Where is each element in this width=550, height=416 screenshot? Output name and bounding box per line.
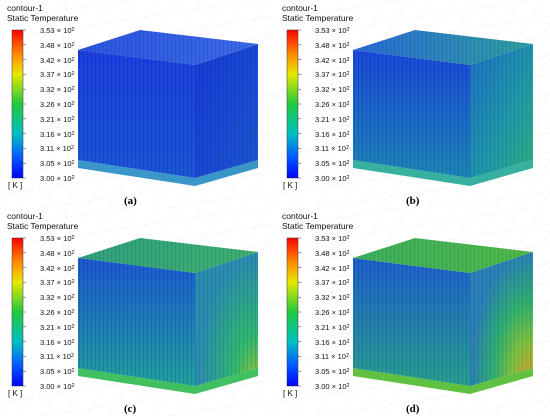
tick-label: 3.42 × 102 xyxy=(315,263,350,273)
tick-label: 3.21 × 102 xyxy=(40,114,75,124)
legend-title: contour-1 Static Temperature xyxy=(7,3,78,23)
tick-label: 3.00 × 102 xyxy=(315,174,350,183)
colorbar xyxy=(11,237,24,387)
unit-label: [ K ] xyxy=(283,389,298,398)
legend-title: contour-1 Static Temperature xyxy=(282,211,353,231)
tick-label: 3.26 × 102 xyxy=(40,100,75,109)
unit-label: [ K ] xyxy=(8,181,23,190)
tick-label: 3.16 × 102 xyxy=(40,337,75,347)
colorbar-ticks xyxy=(298,29,301,179)
tick-label: 3.16 × 102 xyxy=(315,337,350,347)
colorbar xyxy=(286,29,299,179)
tick-labels: 3.53 × 102 3.48 × 102 3.42 × 102 3.37 × 102… xyxy=(315,234,375,391)
heatsink-base xyxy=(353,160,533,186)
tick-label: 3.53 × 102 xyxy=(40,234,75,243)
tick-labels: 3.53 × 102 3.48 × 102 3.42 × 102 3.37 × 102… xyxy=(315,26,375,183)
tick-label: 3.05 × 102 xyxy=(40,159,75,169)
tick-label: 3.42 × 102 xyxy=(40,263,75,273)
panel-b: contour-1 Static Temperature 3.53 × 102 3… xyxy=(275,0,550,208)
colorbar xyxy=(11,29,24,179)
tick-label: 3.53 × 102 xyxy=(315,234,350,243)
tick-label: 3.11 × 102 xyxy=(315,144,349,154)
legend-title-line1: contour-1 xyxy=(7,3,43,13)
tick-label: 3.11 × 102 xyxy=(315,352,349,362)
tick-label: 3.42 × 102 xyxy=(315,55,350,65)
legend-title: contour-1 Static Temperature xyxy=(7,211,78,231)
heatsink-base xyxy=(78,368,258,394)
unit-label: [ K ] xyxy=(8,389,23,398)
tick-label: 3.42 × 102 xyxy=(40,55,75,65)
tick-label: 3.53 × 102 xyxy=(40,26,75,35)
legend-title: contour-1 Static Temperature xyxy=(282,3,353,23)
legend-title-line1: contour-1 xyxy=(282,211,318,221)
tick-label: 3.11 × 102 xyxy=(40,352,74,362)
legend-title-line2: Static Temperature xyxy=(282,13,354,23)
contour-plot xyxy=(0,0,275,208)
tick-label: 3.37 × 102 xyxy=(315,278,350,288)
tick-label: 3.48 × 102 xyxy=(315,248,350,258)
tick-label: 3.32 × 102 xyxy=(40,85,75,95)
panel-caption: (a) xyxy=(124,195,137,207)
tick-label: 3.26 × 102 xyxy=(315,100,350,109)
colorbar-ticks xyxy=(298,237,301,387)
tick-label: 3.37 × 102 xyxy=(40,70,75,80)
contour-plot xyxy=(275,0,550,208)
panel-a: contour-1 Static Temperature 3.53 × 102 3… xyxy=(0,0,275,208)
tick-labels: 3.53 × 102 3.48 × 102 3.42 × 102 3.37 × 102… xyxy=(40,26,100,183)
legend-title-line1: contour-1 xyxy=(282,3,318,13)
contour-plot xyxy=(275,208,550,416)
tick-label: 3.37 × 102 xyxy=(315,70,350,80)
colorbar-ticks xyxy=(23,29,26,179)
tick-label: 3.48 × 102 xyxy=(40,40,75,50)
tick-label: 3.05 × 102 xyxy=(315,367,350,377)
heatsink-model xyxy=(78,30,258,186)
tick-labels: 3.53 × 102 3.48 × 102 3.42 × 102 3.37 × 102… xyxy=(40,234,100,391)
tick-label: 3.00 × 102 xyxy=(40,382,75,391)
tick-label: 3.21 × 102 xyxy=(40,322,75,332)
heatsink-base xyxy=(353,368,533,394)
tick-label: 3.48 × 102 xyxy=(40,248,75,258)
tick-label: 3.53 × 102 xyxy=(315,26,350,35)
legend-title-line2: Static Temperature xyxy=(282,221,354,231)
tick-label: 3.26 × 102 xyxy=(315,308,350,317)
colorbar xyxy=(286,237,299,387)
tick-label: 3.26 × 102 xyxy=(40,308,75,317)
heatsink-model xyxy=(353,238,533,394)
unit-label: [ K ] xyxy=(283,181,298,190)
legend-title-line1: contour-1 xyxy=(7,211,43,221)
panel-caption: (d) xyxy=(406,403,420,415)
tick-label: 3.16 × 102 xyxy=(40,129,75,139)
tick-label: 3.16 × 102 xyxy=(315,129,350,139)
tick-label: 3.21 × 102 xyxy=(315,114,350,124)
tick-label: 3.21 × 102 xyxy=(315,322,350,332)
tick-label: 3.37 × 102 xyxy=(40,278,75,288)
panel-c: contour-1 Static Temperature 3.53 × 102 3… xyxy=(0,208,275,416)
panel-d: contour-1 Static Temperature 3.53 × 102 3… xyxy=(275,208,550,416)
tick-label: 3.00 × 102 xyxy=(40,174,75,183)
tick-label: 3.32 × 102 xyxy=(315,85,350,95)
panel-caption: (b) xyxy=(406,195,420,207)
heatsink-base xyxy=(78,160,258,186)
legend-title-line2: Static Temperature xyxy=(7,13,79,23)
heatsink-model xyxy=(78,238,258,394)
tick-label: 3.05 × 102 xyxy=(315,159,350,169)
legend-title-line2: Static Temperature xyxy=(7,221,79,231)
contour-plot xyxy=(0,208,275,416)
tick-label: 3.32 × 102 xyxy=(40,293,75,303)
panel-caption: (c) xyxy=(124,403,137,415)
tick-label: 3.11 × 102 xyxy=(40,144,74,154)
tick-label: 3.48 × 102 xyxy=(315,40,350,50)
tick-label: 3.00 × 102 xyxy=(315,382,350,391)
tick-label: 3.05 × 102 xyxy=(40,367,75,377)
heatsink-model xyxy=(353,30,533,186)
colorbar-ticks xyxy=(23,237,26,387)
tick-label: 3.32 × 102 xyxy=(315,293,350,303)
